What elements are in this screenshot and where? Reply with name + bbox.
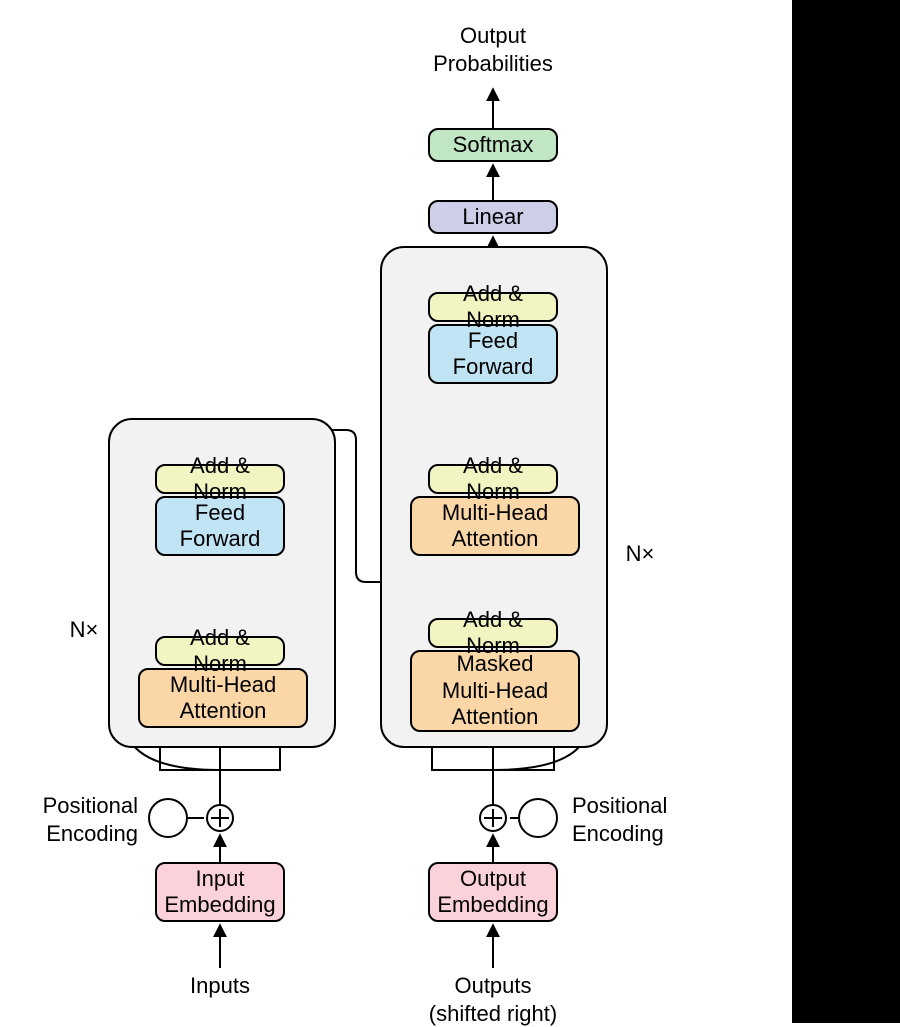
decoder-masked-attention-box: Masked Multi-Head Attention	[410, 650, 580, 732]
encoder-addnorm-2-box: Add & Norm	[155, 464, 285, 494]
output-probabilities-line1: Output	[460, 23, 526, 48]
outputs-label: Outputs (shifted right)	[408, 972, 578, 1027]
pe-right-line2: Encoding	[572, 821, 664, 846]
output-probabilities-label: Output Probabilities	[400, 22, 586, 77]
encoder-nx-label: N×	[64, 616, 104, 644]
decoder-addnorm-1-box: Add & Norm	[428, 618, 558, 648]
output-probabilities-line2: Probabilities	[433, 51, 553, 76]
decoder-addnorm-2-box: Add & Norm	[428, 464, 558, 494]
encoder-addnorm-1-box: Add & Norm	[155, 636, 285, 666]
positional-encoding-left-label: Positional Encoding	[28, 792, 138, 847]
pe-left-line1: Positional	[43, 793, 138, 818]
softmax-box: Softmax	[428, 128, 558, 162]
input-embedding-box: Input Embedding	[155, 862, 285, 922]
linear-box: Linear	[428, 200, 558, 234]
positional-encoding-right-label: Positional Encoding	[572, 792, 692, 847]
pe-left-line2: Encoding	[46, 821, 138, 846]
inputs-label: Inputs	[170, 972, 270, 1000]
right-black-bar	[792, 0, 900, 1023]
output-embedding-box: Output Embedding	[428, 862, 558, 922]
outputs-line2: (shifted right)	[429, 1001, 557, 1026]
add-node-left-icon	[206, 804, 234, 832]
outputs-line1: Outputs	[454, 973, 531, 998]
positional-encoding-right-icon	[518, 798, 558, 838]
pe-right-line1: Positional	[572, 793, 667, 818]
decoder-addnorm-3-box: Add & Norm	[428, 292, 558, 322]
positional-encoding-left-icon	[148, 798, 188, 838]
diagram-canvas: Input Embedding Multi-Head Attention Add…	[0, 0, 900, 1023]
decoder-nx-label: N×	[620, 540, 660, 568]
add-node-right-icon	[479, 804, 507, 832]
